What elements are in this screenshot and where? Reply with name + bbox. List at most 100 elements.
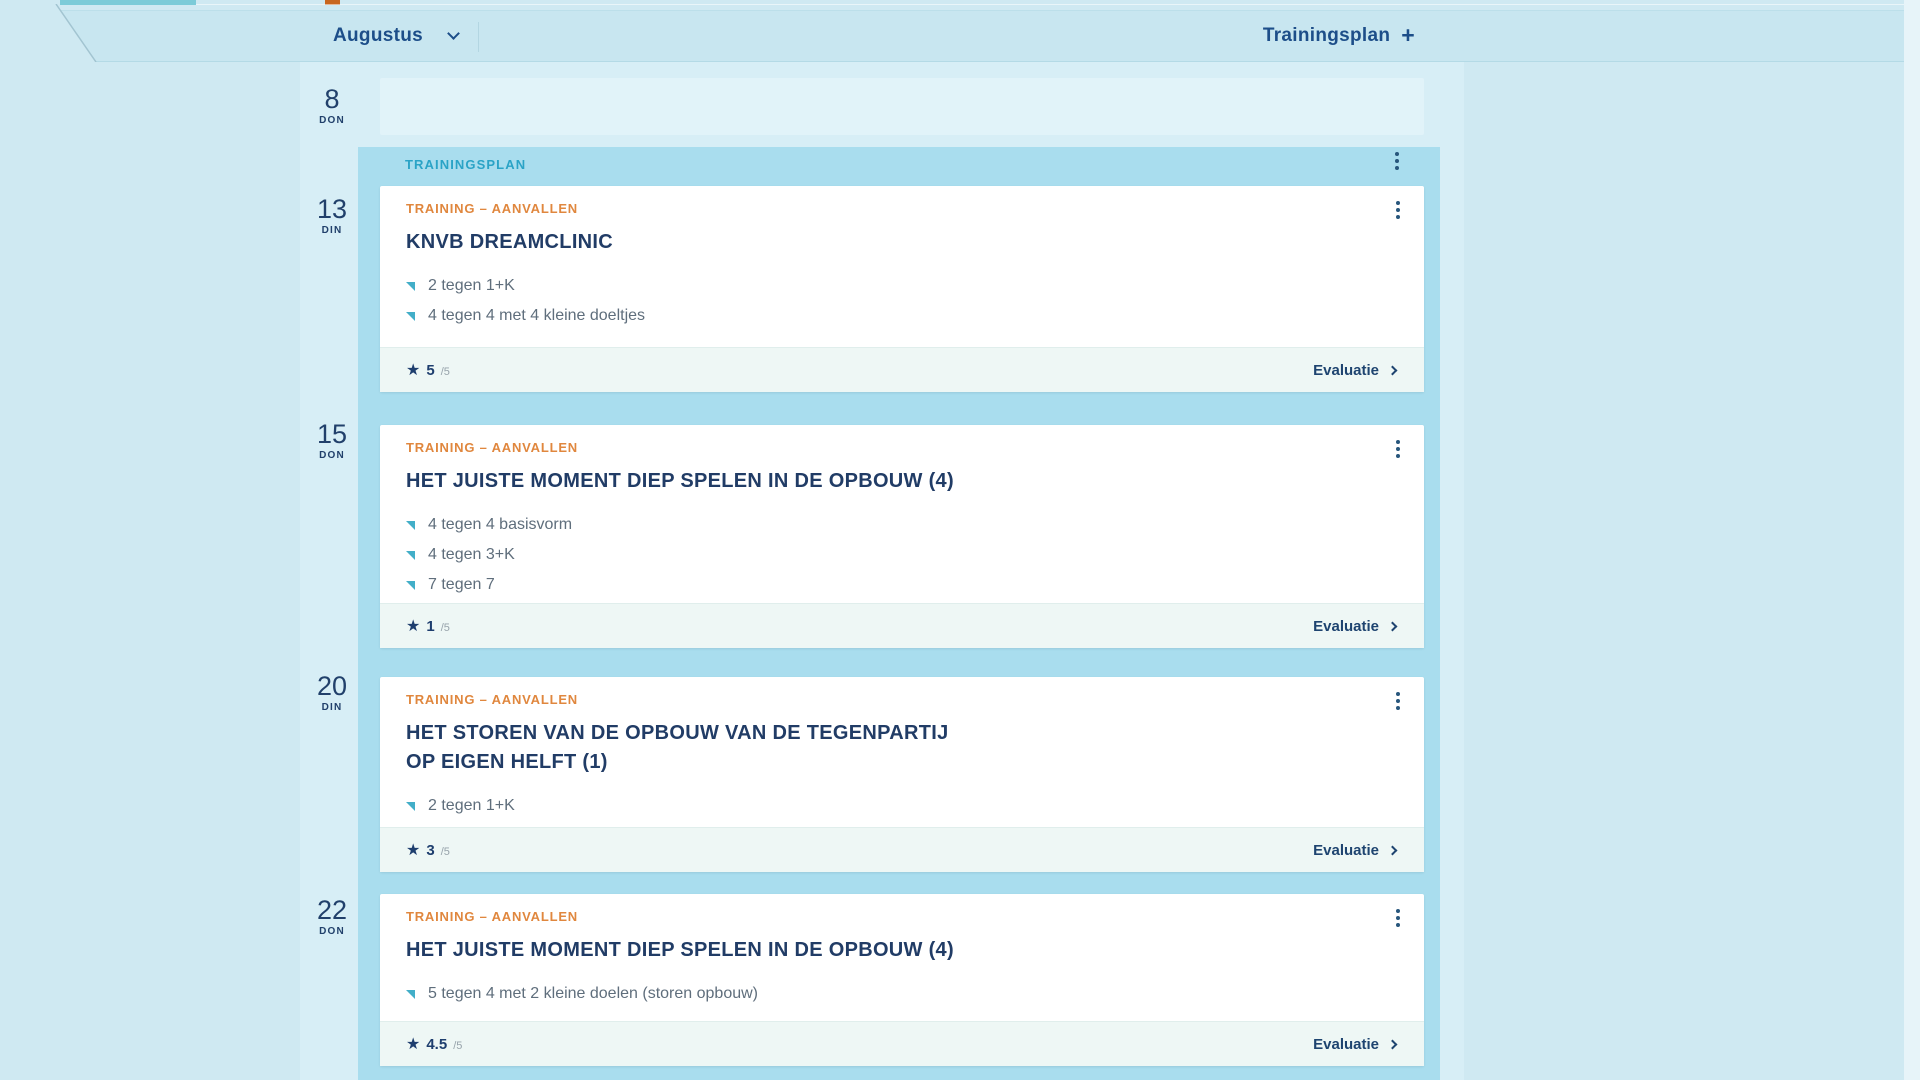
training-category-tag: TRAINING – AANVALLEN (406, 201, 578, 216)
triangle-bullet-icon (406, 989, 415, 999)
trainingsplan-label: Trainingsplan (1262, 25, 1391, 46)
evaluatie-label: Evaluatie (1313, 361, 1379, 379)
month-selector[interactable]: Augustus (333, 11, 460, 61)
triangle-bullet-icon (406, 550, 415, 560)
header-divider (478, 22, 479, 52)
rating: ★ 5 /5 (406, 362, 450, 379)
rating-value: 5 (426, 361, 435, 379)
evaluatie-link[interactable]: Evaluatie (1313, 1035, 1398, 1053)
rating-max: /5 (440, 845, 450, 858)
day-number: 13 (316, 194, 348, 224)
day-weekday: DIN (321, 702, 343, 713)
card-footer: ★ 3 /5 Evaluatie (380, 827, 1424, 872)
exercise-item: 2 tegen 1+K (406, 791, 1364, 821)
top-hairline (196, 4, 1920, 5)
exercise-item: 4 tegen 4 basisvorm (406, 510, 1364, 540)
evaluatie-link[interactable]: Evaluatie (1313, 841, 1398, 859)
rating-value: 3 (426, 841, 435, 859)
star-icon: ★ (406, 1035, 421, 1053)
chevron-right-icon (1387, 365, 1398, 376)
training-title: HET STOREN VAN DE OPBOUW VAN DE TEGENPAR… (406, 722, 949, 773)
chevron-right-icon (1387, 845, 1398, 856)
exercise-list: 5 tegen 4 met 2 kleine doelen (storen op… (406, 979, 1364, 1009)
plus-icon: + (1401, 21, 1415, 48)
triangle-bullet-icon (406, 520, 415, 530)
rating-max: /5 (453, 1039, 463, 1052)
scrollbar-track[interactable] (1904, 0, 1920, 1080)
kebab-menu-icon[interactable] (1391, 199, 1405, 221)
kebab-menu-icon[interactable] (1391, 690, 1405, 712)
exercise-list: 2 tegen 1+K 4 tegen 4 met 4 kleine doelt… (406, 271, 1364, 331)
training-title: KNVB DREAMCLINIC (406, 231, 614, 253)
training-title: HET JUISTE MOMENT DIEP SPELEN IN DE OPBO… (406, 470, 954, 492)
exercise-item: 2 tegen 1+K (406, 271, 1364, 301)
evaluatie-label: Evaluatie (1313, 1035, 1379, 1053)
card-footer: ★ 5 /5 Evaluatie (380, 347, 1424, 392)
training-title: HET JUISTE MOMENT DIEP SPELEN IN DE OPBO… (406, 939, 954, 961)
exercise-label: 4 tegen 3+K (428, 546, 515, 563)
evaluatie-label: Evaluatie (1313, 617, 1379, 635)
month-label: Augustus (333, 25, 424, 46)
date-label-15: 15 DON (300, 419, 364, 461)
exercise-item: 7 tegen 7 (406, 570, 1364, 600)
section-title: TRAININGSPLAN (405, 157, 527, 172)
rating-value: 1 (426, 617, 435, 635)
training-card[interactable]: TRAINING – AANVALLEN HET STOREN VAN DE O… (380, 677, 1424, 872)
chevron-right-icon (1387, 1039, 1398, 1050)
slanted-corner-decoration (0, 4, 97, 62)
exercise-label: 2 tegen 1+K (428, 277, 515, 294)
kebab-menu-icon[interactable] (1391, 907, 1405, 929)
training-category-tag: TRAINING – AANVALLEN (406, 440, 578, 455)
triangle-bullet-icon (406, 801, 415, 811)
triangle-bullet-icon (406, 311, 415, 321)
exercise-item: 4 tegen 3+K (406, 540, 1364, 570)
day-number: 8 (324, 84, 340, 114)
chevron-right-icon (1387, 621, 1398, 632)
card-footer: ★ 1 /5 Evaluatie (380, 603, 1424, 648)
rating-value: 4.5 (426, 1035, 448, 1053)
star-icon: ★ (406, 361, 421, 379)
kebab-menu-icon[interactable] (1391, 438, 1405, 460)
evaluatie-label: Evaluatie (1313, 841, 1379, 859)
star-icon: ★ (406, 617, 421, 635)
triangle-bullet-icon (406, 580, 415, 590)
top-teal-strip (60, 0, 196, 5)
training-card[interactable]: TRAINING – AANVALLEN KNVB DREAMCLINIC 2 … (380, 186, 1424, 392)
kebab-menu-icon[interactable] (1390, 150, 1404, 172)
star-icon: ★ (406, 841, 421, 859)
top-orange-strip (325, 0, 340, 5)
training-card[interactable]: TRAINING – AANVALLEN HET JUISTE MOMENT D… (380, 425, 1424, 648)
evaluatie-link[interactable]: Evaluatie (1313, 617, 1398, 635)
day-number: 20 (316, 671, 348, 701)
header-bar: Augustus Trainingsplan + (0, 10, 1920, 62)
rating-max: /5 (440, 621, 450, 634)
empty-day-cell[interactable] (380, 78, 1424, 135)
exercise-item: 4 tegen 4 met 4 kleine doeltjes (406, 301, 1364, 331)
card-body: TRAINING – AANVALLEN KNVB DREAMCLINIC 2 … (380, 186, 1424, 347)
date-label-13: 13 DIN (300, 194, 364, 236)
trainingsplan-add-button[interactable]: Trainingsplan + (1263, 11, 1415, 61)
rating: ★ 1 /5 (406, 618, 450, 635)
exercise-label: 7 tegen 7 (428, 576, 495, 593)
date-label-20: 20 DIN (300, 671, 364, 713)
training-category-tag: TRAINING – AANVALLEN (406, 692, 578, 707)
triangle-bullet-icon (406, 281, 415, 291)
exercise-label: 2 tegen 1+K (428, 797, 515, 814)
chevron-down-icon (447, 27, 460, 40)
rating: ★ 4.5 /5 (406, 1036, 462, 1053)
day-weekday: DON (319, 926, 345, 937)
evaluatie-link[interactable]: Evaluatie (1313, 361, 1398, 379)
day-number: 22 (316, 895, 348, 925)
rating-max: /5 (440, 365, 450, 378)
exercise-label: 5 tegen 4 met 2 kleine doelen (storen op… (428, 985, 758, 1002)
training-card[interactable]: TRAINING – AANVALLEN HET JUISTE MOMENT D… (380, 894, 1424, 1066)
rating: ★ 3 /5 (406, 842, 450, 859)
day-weekday: DON (319, 450, 345, 461)
card-body: TRAINING – AANVALLEN HET JUISTE MOMENT D… (380, 425, 1424, 603)
exercise-label: 4 tegen 4 met 4 kleine doeltjes (428, 307, 646, 324)
day-number: 15 (316, 419, 348, 449)
exercise-list: 4 tegen 4 basisvorm 4 tegen 3+K 7 tegen … (406, 510, 1364, 600)
card-footer: ★ 4.5 /5 Evaluatie (380, 1021, 1424, 1066)
exercise-label: 4 tegen 4 basisvorm (428, 516, 573, 533)
card-body: TRAINING – AANVALLEN HET JUISTE MOMENT D… (380, 894, 1424, 1021)
